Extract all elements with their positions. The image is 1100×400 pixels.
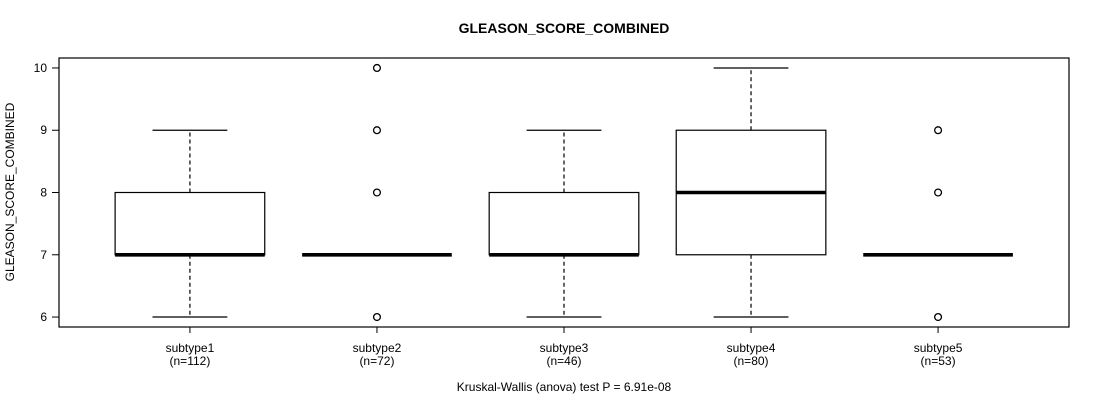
outlier-point	[372, 63, 382, 73]
y-tick-label: 10	[34, 61, 48, 75]
outlier-point	[372, 126, 382, 135]
x-category-label: subtype5	[914, 341, 963, 355]
outlier-point	[934, 312, 943, 322]
y-tick-label: 7	[40, 248, 47, 262]
plot-frame	[58, 57, 1070, 328]
y-tick-label: 6	[40, 310, 47, 324]
y-tick-label: 9	[40, 123, 47, 137]
footer-stat-text: Kruskal-Wallis (anova) test P = 6.91e-08	[457, 380, 672, 394]
x-category-label: subtype4	[727, 341, 776, 355]
outlier-point	[934, 188, 943, 197]
y-axis-label: GLEASON_SCORE_COMBINED	[3, 102, 17, 281]
iqr-box	[488, 191, 640, 256]
x-count-label: (n=112)	[170, 354, 211, 368]
x-count-label: (n=53)	[921, 354, 956, 368]
outlier-point	[372, 312, 382, 322]
outlier-point	[372, 188, 382, 197]
x-count-label: (n=46)	[546, 354, 581, 368]
chart-title: GLEASON_SCORE_COMBINED	[459, 20, 670, 36]
x-count-label: (n=72)	[359, 354, 394, 368]
x-category-label: subtype1	[166, 341, 215, 355]
iqr-box	[114, 191, 266, 256]
x-category-label: subtype2	[353, 341, 402, 355]
x-count-label: (n=80)	[734, 354, 769, 368]
outlier-point	[934, 126, 943, 135]
x-category-label: subtype3	[540, 341, 589, 355]
y-tick-label: 8	[40, 186, 47, 200]
